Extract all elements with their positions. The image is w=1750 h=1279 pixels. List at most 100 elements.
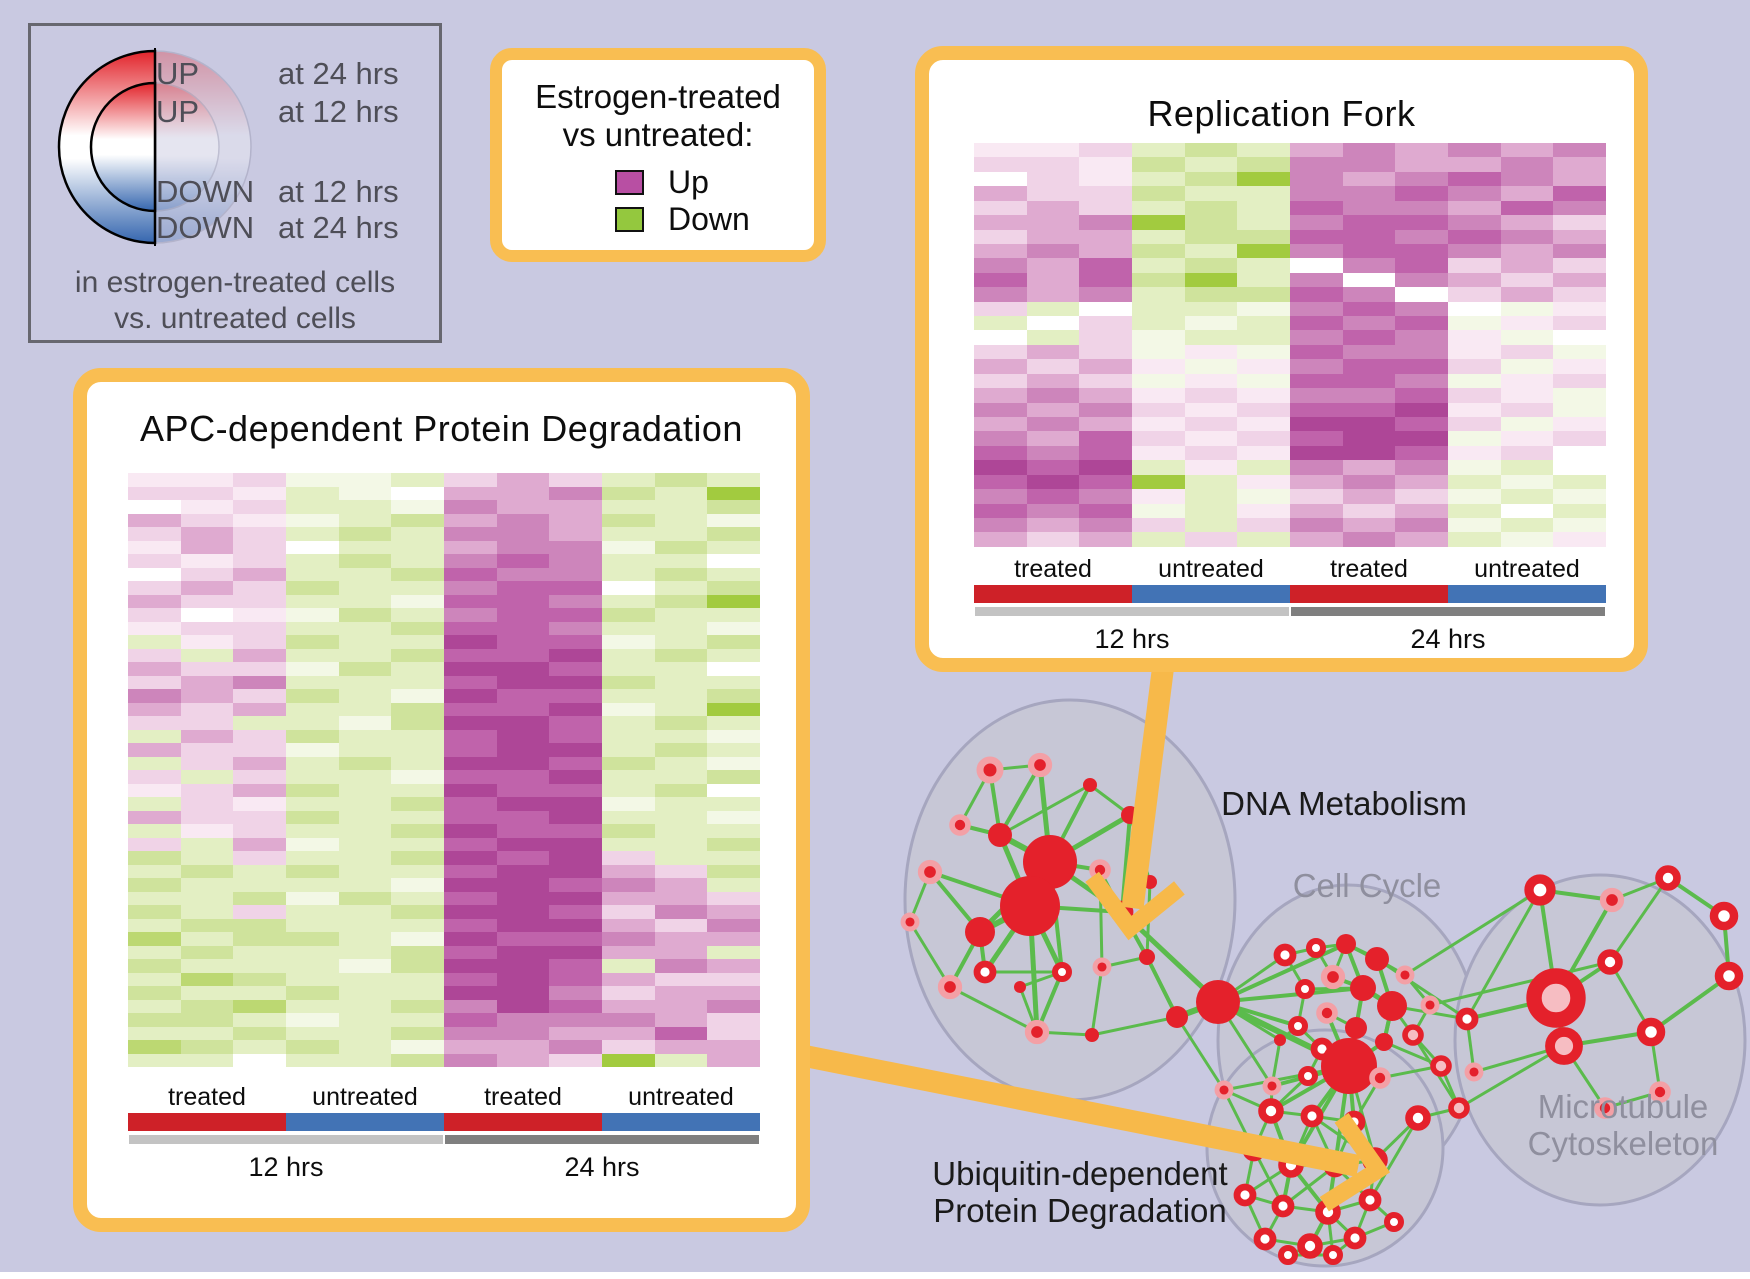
heatmap-cell <box>1026 445 1080 461</box>
heatmap-cell <box>128 797 181 811</box>
heatmap-cell <box>128 945 181 959</box>
heatmap-cell <box>443 851 497 865</box>
heatmap-cell <box>1500 503 1554 518</box>
heatmap-cell <box>654 648 708 662</box>
heatmap-cell <box>1289 532 1343 547</box>
heatmap-row <box>128 1053 760 1067</box>
heatmap-cell <box>1447 186 1501 201</box>
heatmap-row <box>128 986 760 1000</box>
heatmap-cell <box>285 783 339 797</box>
heatmap-cell <box>1447 417 1501 432</box>
heatmap-cell <box>338 945 392 959</box>
heatmap-row <box>974 200 1606 216</box>
heatmap-row <box>128 473 760 487</box>
heatmap-cell <box>391 837 444 851</box>
network-edge <box>1376 957 1468 1021</box>
heatmap-cell <box>233 891 286 905</box>
cluster-label: DNA Metabolism <box>1221 785 1467 822</box>
heatmap-cell <box>128 810 181 824</box>
heatmap-cell <box>233 783 286 797</box>
heatmap-cell <box>1500 171 1554 187</box>
heatmap-cell <box>1237 517 1290 533</box>
heatmap-cell <box>233 648 286 662</box>
heatmap-cell <box>496 621 550 635</box>
heatmap-cell <box>654 932 708 946</box>
heatmap-cell <box>128 999 181 1013</box>
heatmap-cell <box>233 770 286 784</box>
heatmap-cell <box>1553 186 1606 201</box>
heatmap-cell <box>496 554 550 568</box>
heatmap-cell <box>338 851 392 865</box>
heatmap-cell <box>1026 243 1080 259</box>
heatmap-cell <box>1553 460 1606 475</box>
heatmap-cell <box>391 729 444 743</box>
heatmap-row <box>974 460 1606 475</box>
heatmap-cell <box>338 662 392 676</box>
heatmap-cell <box>549 891 602 905</box>
heatmap-cell <box>285 810 339 824</box>
heatmap-cell <box>974 517 1027 533</box>
heatmap-cell <box>443 527 497 541</box>
heatmap-cell <box>496 1040 550 1054</box>
heatmap-cell <box>338 648 392 662</box>
heatmap-cell <box>1026 373 1080 389</box>
heatmap-cell <box>1395 301 1448 317</box>
network-edge <box>999 783 1091 837</box>
heatmap-cell <box>1447 200 1501 216</box>
heatmap-cell <box>338 635 392 649</box>
heatmap-cell <box>338 905 392 919</box>
heatmap-cell <box>1237 229 1290 244</box>
heatmap-row <box>974 445 1606 461</box>
heatmap-cell <box>496 770 550 784</box>
heatmap-cell <box>128 675 181 689</box>
heatmap-cell <box>1395 402 1448 418</box>
heatmap-cell <box>233 932 286 946</box>
heatmap-cell <box>1342 445 1396 461</box>
heatmap-cell <box>285 743 339 757</box>
network-node <box>1196 980 1240 1024</box>
heatmap-cell <box>128 891 181 905</box>
heatmap-cell <box>654 756 708 770</box>
network-node <box>1464 1062 1484 1082</box>
heatmap-cell <box>1447 474 1501 490</box>
network-node <box>1024 1019 1050 1045</box>
heatmap-cell <box>1500 373 1554 389</box>
heatmap-cell <box>1131 243 1185 259</box>
network-edge <box>1608 877 1670 963</box>
heatmap-cell <box>1289 171 1343 187</box>
heatmap-cell <box>707 689 760 703</box>
heatmap-cell <box>338 878 392 892</box>
heatmap-cell <box>338 891 392 905</box>
heatmap-cell <box>1500 229 1554 244</box>
heatmap-cell <box>233 581 286 595</box>
heatmap-cell <box>443 986 497 1000</box>
heatmap-cell <box>496 608 550 622</box>
heatmap-cell <box>1342 171 1396 187</box>
heatmap-cell <box>180 797 234 811</box>
heatmap-cell <box>601 878 655 892</box>
heatmap-cell <box>496 824 550 838</box>
heatmap-cell <box>654 581 708 595</box>
heatmap-cell <box>180 878 234 892</box>
heatmap-cell <box>443 621 497 635</box>
heatmap-cell <box>391 905 444 919</box>
heatmap-cell <box>443 554 497 568</box>
heatmap-cell <box>601 972 655 986</box>
heatmap-cell <box>285 581 339 595</box>
heatmap-row <box>128 621 760 635</box>
heatmap-cell <box>1026 171 1080 187</box>
heatmap-cell <box>654 716 708 730</box>
heatmap-cell <box>391 932 444 946</box>
heatmap-row <box>128 905 760 919</box>
heatmap-cell <box>1131 517 1185 533</box>
heatmap-cell <box>601 716 655 730</box>
heatmap-cell <box>443 662 497 676</box>
heatmap-cell <box>338 783 392 797</box>
network-node <box>1295 979 1315 999</box>
heatmap-cell <box>1131 143 1185 158</box>
heatmap-cell <box>443 729 497 743</box>
heatmap-cell <box>128 1040 181 1054</box>
heatmap-cell <box>1342 301 1396 317</box>
heatmap-cell <box>285 486 339 500</box>
heatmap-row <box>128 662 760 676</box>
